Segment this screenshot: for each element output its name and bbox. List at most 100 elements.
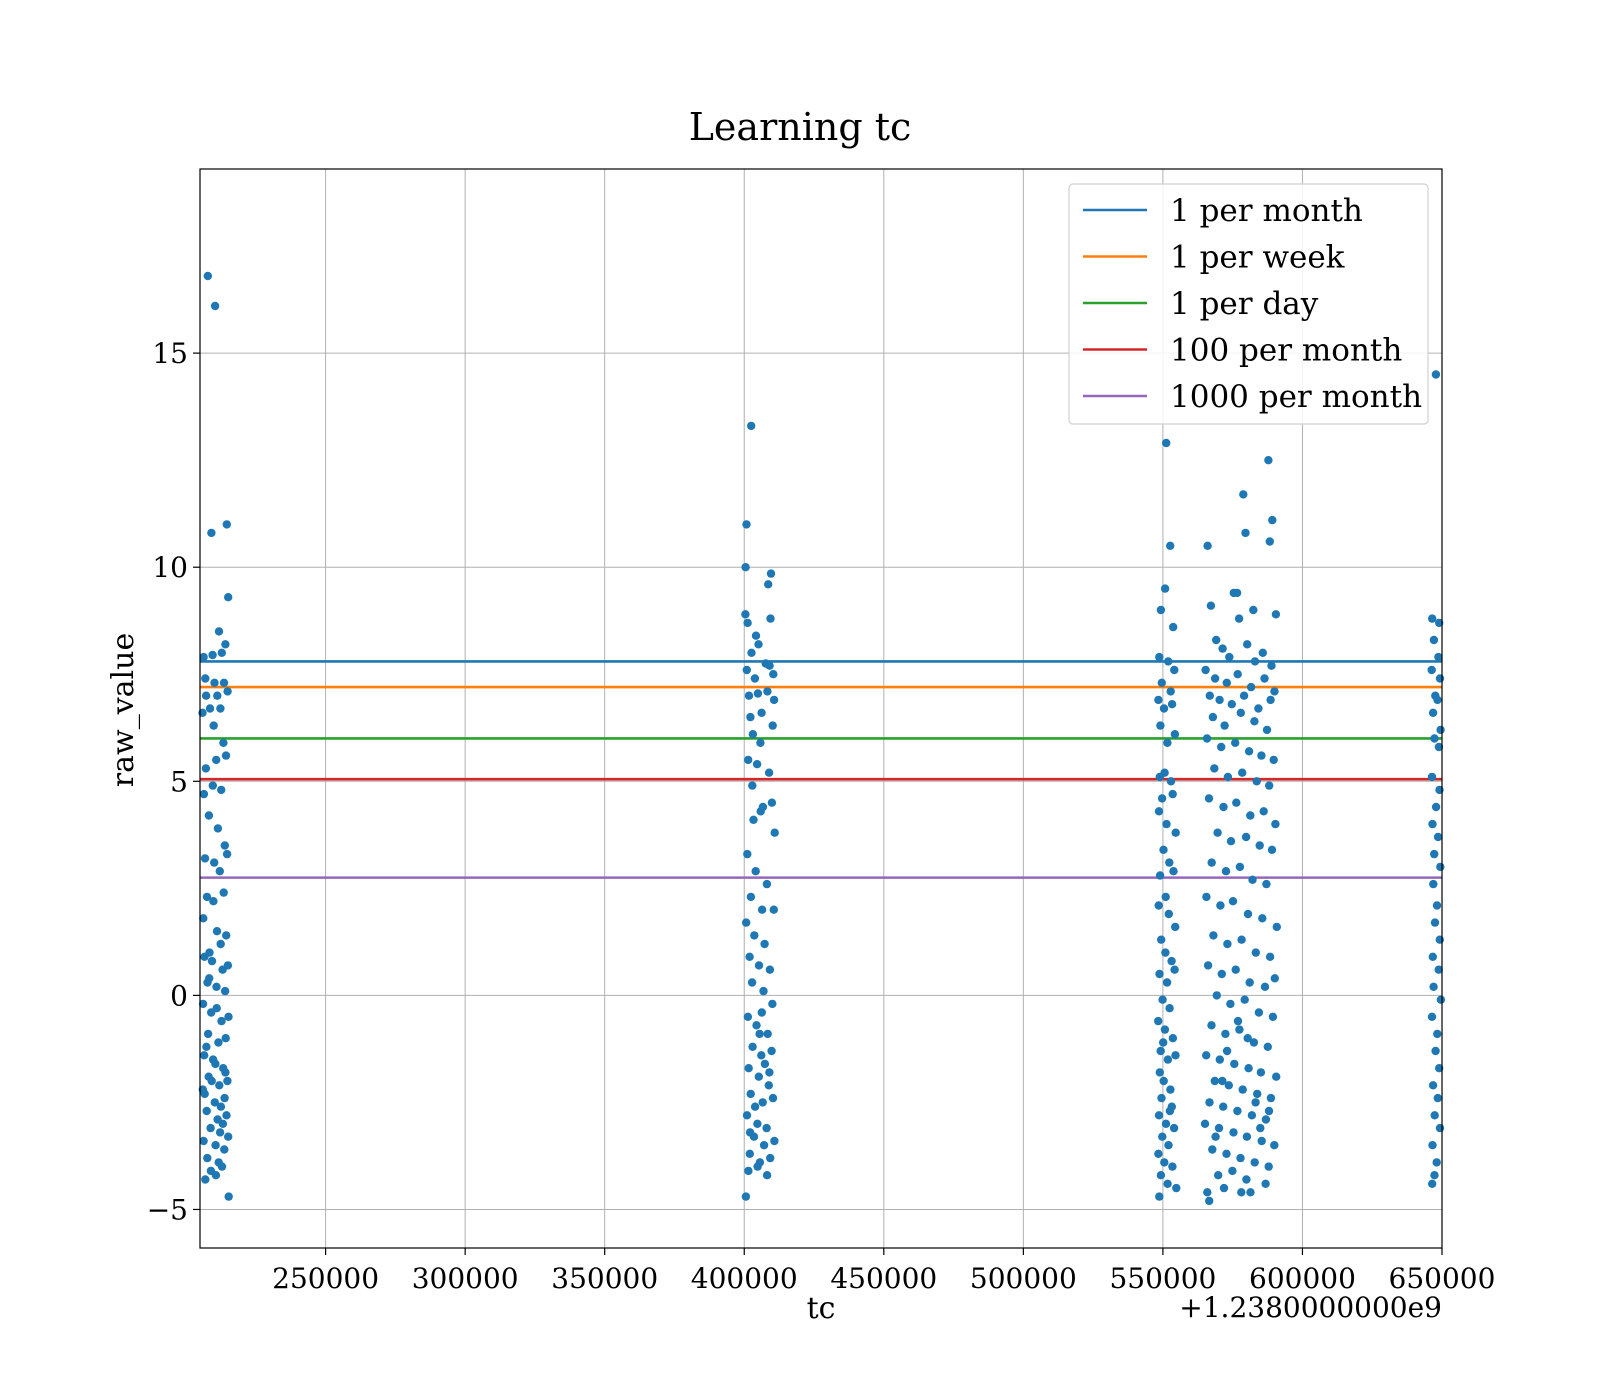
scatter-point (1434, 652, 1443, 662)
scatter-point (759, 1141, 769, 1150)
scatter-point (200, 1051, 209, 1060)
scatter-point (1164, 909, 1174, 919)
scatter-point (745, 952, 754, 961)
x-tick-label: 600000 (1249, 1262, 1356, 1295)
scatter-point (1433, 1093, 1443, 1103)
scatter-point (1222, 678, 1232, 687)
scatter-point (1435, 1123, 1445, 1133)
x-tick-label: 300000 (412, 1262, 519, 1295)
data-points (198, 271, 1446, 1206)
scatter-point (1255, 841, 1264, 850)
scatter-point (1155, 871, 1165, 880)
scatter-point (1206, 601, 1216, 610)
scatter-point (1249, 605, 1258, 615)
scatter-point (1221, 1029, 1230, 1039)
chart-title: Learning tc (689, 105, 912, 149)
scatter-point (1207, 858, 1216, 867)
scatter-point (208, 650, 217, 660)
scatter-point (1158, 1132, 1167, 1141)
scatter-point (1157, 794, 1167, 803)
x-tick-label: 350000 (551, 1262, 658, 1295)
scatter-point (1258, 648, 1268, 657)
scatter-point (204, 811, 214, 820)
scatter-point (1271, 610, 1281, 619)
scatter-point (219, 678, 229, 687)
scatter-point (1266, 1093, 1276, 1103)
scatter-point (1258, 914, 1267, 923)
scatter-point (1160, 768, 1169, 777)
scatter-point (198, 1085, 207, 1094)
scatter-point (223, 961, 233, 970)
scatter-point (754, 640, 763, 649)
scatter-point (222, 1111, 231, 1120)
scatter-point (203, 1153, 212, 1163)
scatter-point (1260, 982, 1270, 991)
y-tick-label: 10 (152, 551, 188, 584)
scatter-point (1430, 918, 1440, 927)
scatter-point (746, 1089, 755, 1099)
scatter-point (1262, 879, 1271, 889)
scatter-point (1167, 956, 1176, 966)
scatter-point (1210, 1076, 1220, 1086)
scatter-point (1228, 897, 1238, 906)
x-tick-label: 650000 (1389, 1262, 1496, 1295)
scatter-point (756, 807, 765, 816)
scatter-point (760, 939, 769, 949)
scatter-point (1251, 948, 1261, 957)
scatter-point (1264, 456, 1273, 465)
scatter-point (1154, 807, 1164, 816)
scatter-point (224, 1012, 233, 1021)
scatter-point (1154, 1016, 1163, 1026)
scatter-point (766, 1153, 775, 1163)
legend: 1 per month 1 per week 1 per day 100 per mo… (1068, 183, 1429, 425)
scatter-point (1257, 1136, 1266, 1146)
scatter-point (1160, 584, 1170, 593)
scatter-point (210, 858, 219, 867)
scatter-point (743, 1012, 753, 1021)
scatter-point (201, 691, 211, 700)
scatter-point (1165, 1004, 1174, 1013)
scatter-point (1248, 875, 1257, 884)
scatter-point (742, 918, 751, 927)
scatter-point (199, 914, 208, 923)
scatter-point (215, 867, 224, 876)
scatter-point (1222, 1149, 1231, 1159)
scatter-point (1253, 1089, 1262, 1099)
scatter-point (1256, 1068, 1266, 1077)
scatter-point (1236, 1153, 1245, 1163)
scatter-point (1154, 695, 1163, 705)
scatter-point (758, 1098, 767, 1107)
scatter-point (1166, 1085, 1175, 1094)
scatter-point (1163, 1179, 1172, 1189)
scatter-point (1226, 837, 1236, 846)
scatter-point (202, 892, 212, 902)
scatter-point (1231, 965, 1240, 974)
scatter-point (1264, 1106, 1274, 1116)
scatter-point (203, 1029, 213, 1039)
scatter-point (1433, 1029, 1442, 1039)
scatter-point (210, 301, 220, 311)
scatter-point (1433, 832, 1443, 842)
scatter-point (217, 1016, 226, 1026)
scatter-point (1242, 1132, 1252, 1141)
scatter-point (1210, 764, 1219, 773)
scatter-point (1244, 747, 1254, 756)
scatter-point (1428, 952, 1438, 961)
scatter-point (1200, 1119, 1210, 1129)
scatter-point (753, 689, 763, 698)
scatter-point (215, 1081, 224, 1090)
scatter-point (1211, 1132, 1220, 1141)
scatter-point (200, 952, 209, 961)
scatter-point (764, 768, 774, 777)
scatter-point (221, 1068, 230, 1077)
scatter-point (1434, 965, 1443, 974)
scatter-point (767, 1046, 776, 1056)
scatter-point (760, 1059, 770, 1069)
scatter-point (1158, 995, 1167, 1004)
scatter-point (1240, 995, 1249, 1004)
scatter-point (1250, 717, 1259, 726)
scatter-point (222, 849, 232, 859)
scatter-point (1214, 1171, 1223, 1180)
scatter-point (1170, 965, 1179, 974)
scatter-point (1166, 541, 1175, 550)
